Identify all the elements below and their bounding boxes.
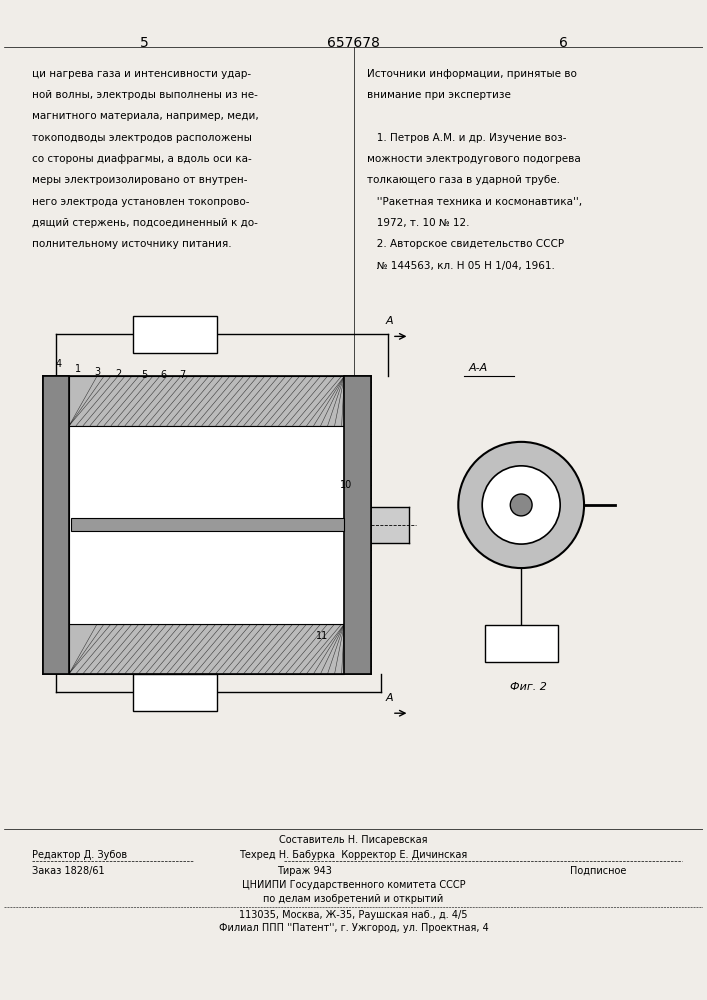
- Bar: [371, 507, 409, 543]
- Text: Заказ 1828/61: Заказ 1828/61: [32, 866, 105, 876]
- Text: № 144563, кл. Н 05 Н 1/04, 1961.: № 144563, кл. Н 05 Н 1/04, 1961.: [368, 261, 555, 271]
- Bar: [485, 625, 558, 662]
- Text: Фиг. 1: Фиг. 1: [175, 701, 211, 711]
- Text: 1. Петров А.М. и др. Изучение воз-: 1. Петров А.М. и др. Изучение воз-: [368, 133, 567, 143]
- Text: Редактор Д. Зубов: Редактор Д. Зубов: [32, 850, 127, 860]
- Text: ной волны, электроды выполнены из не-: ной волны, электроды выполнены из не-: [32, 90, 258, 100]
- Text: со стороны диафрагмы, а вдоль оси ка-: со стороны диафрагмы, а вдоль оси ка-: [32, 154, 252, 164]
- Text: 11: 11: [316, 631, 328, 641]
- Text: 6: 6: [559, 36, 568, 50]
- Text: А: А: [386, 316, 394, 326]
- Text: 5: 5: [141, 370, 147, 380]
- Text: ''Ракетная техника и космонавтика'',: ''Ракетная техника и космонавтика'',: [368, 197, 583, 207]
- Bar: [42, 376, 69, 674]
- Text: Техред Н. Бабурка  Корректор Е. Дичинская: Техред Н. Бабурка Корректор Е. Дичинская: [240, 850, 467, 860]
- Text: Подписное: Подписное: [570, 866, 626, 876]
- Text: 1972, т. 10 № 12.: 1972, т. 10 № 12.: [368, 218, 470, 228]
- Text: 5: 5: [139, 36, 148, 50]
- Bar: [344, 376, 371, 674]
- Bar: [71, 518, 344, 531]
- Text: можности электродугового подогрева: можности электродугового подогрева: [368, 154, 581, 164]
- Text: 657678: 657678: [327, 36, 380, 50]
- Bar: [69, 376, 344, 426]
- Text: Фиг. 2: Фиг. 2: [510, 682, 547, 692]
- Text: 8: 8: [172, 329, 179, 339]
- Text: меры электроизолировано от внутрен-: меры электроизолировано от внутрен-: [32, 175, 247, 185]
- Text: ци нагрева газа и интенсивности удар-: ци нагрева газа и интенсивности удар-: [32, 69, 251, 79]
- Text: 113035, Москва, Ж-35, Раушская наб., д. 4/5: 113035, Москва, Ж-35, Раушская наб., д. …: [239, 910, 468, 920]
- Ellipse shape: [458, 442, 584, 568]
- Text: токоподводы электродов расположены: токоподводы электродов расположены: [32, 133, 252, 143]
- Text: внимание при экспертизе: внимание при экспертизе: [368, 90, 511, 100]
- Text: Филиал ППП ''Патент'', г. Ужгород, ул. Проектная, 4: Филиал ППП ''Патент'', г. Ужгород, ул. П…: [218, 923, 489, 933]
- Text: 1: 1: [74, 364, 81, 374]
- Bar: [69, 624, 344, 674]
- Text: ЦНИИПИ Государственного комитета СССР: ЦНИИПИ Государственного комитета СССР: [242, 880, 465, 890]
- Text: дящий стержень, подсоединенный к до-: дящий стержень, подсоединенный к до-: [32, 218, 258, 228]
- Text: Источники информации, принятые во: Источники информации, принятые во: [368, 69, 578, 79]
- Text: 4: 4: [56, 359, 62, 369]
- Text: А: А: [386, 693, 394, 703]
- Text: Тираж 943: Тираж 943: [277, 866, 332, 876]
- Text: него электрода установлен токопрово-: него электрода установлен токопрово-: [32, 197, 250, 207]
- Text: 7: 7: [179, 370, 185, 380]
- Bar: [134, 316, 217, 353]
- Text: полнительному источнику питания.: полнительному источнику питания.: [32, 239, 232, 249]
- Bar: [134, 674, 217, 711]
- Text: 3: 3: [94, 367, 100, 377]
- Text: 12: 12: [168, 687, 182, 697]
- Text: магнитного материала, например, меди,: магнитного материала, например, меди,: [32, 111, 259, 121]
- Text: Составитель Н. Писаревская: Составитель Н. Писаревская: [279, 835, 428, 845]
- Bar: [69, 426, 344, 624]
- Text: А-А: А-А: [469, 363, 488, 373]
- Ellipse shape: [482, 466, 560, 544]
- Text: 10: 10: [340, 480, 353, 490]
- Ellipse shape: [510, 494, 532, 516]
- Text: по делам изобретений и открытий: по делам изобретений и открытий: [264, 894, 443, 904]
- Text: 2: 2: [115, 369, 121, 379]
- Text: 9: 9: [518, 638, 525, 648]
- Text: 6: 6: [160, 370, 167, 380]
- Text: толкающего газа в ударной трубе.: толкающего газа в ударной трубе.: [368, 175, 561, 185]
- Text: 2. Авторское свидетельство СССР: 2. Авторское свидетельство СССР: [368, 239, 565, 249]
